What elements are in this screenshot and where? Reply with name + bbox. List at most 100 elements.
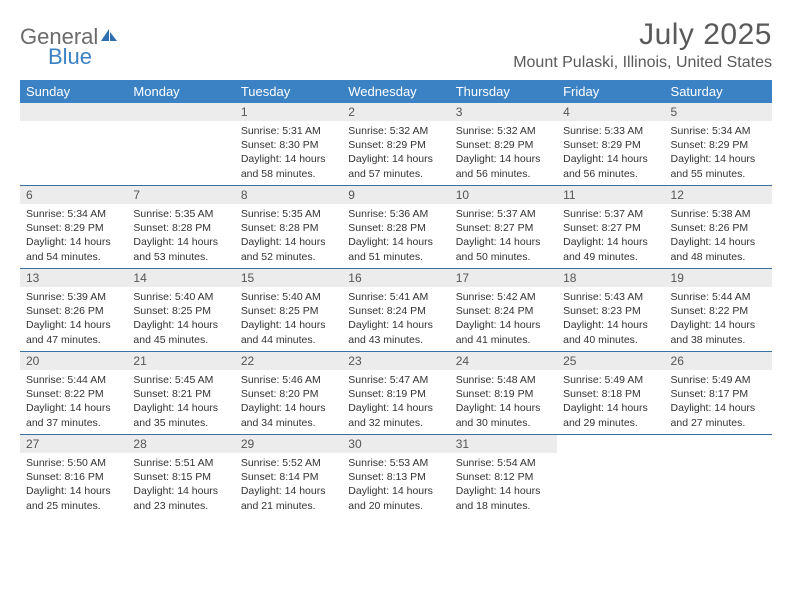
day-number: 15 <box>235 269 342 287</box>
day-details: Sunrise: 5:38 AMSunset: 8:26 PMDaylight:… <box>665 204 772 268</box>
calendar-day-cell: 30Sunrise: 5:53 AMSunset: 8:13 PMDayligh… <box>342 435 449 517</box>
day-number: 17 <box>450 269 557 287</box>
calendar-day-cell: 9Sunrise: 5:36 AMSunset: 8:28 PMDaylight… <box>342 186 449 268</box>
brand-text-blue: Blue <box>48 44 92 70</box>
calendar-body: 1Sunrise: 5:31 AMSunset: 8:30 PMDaylight… <box>20 103 772 517</box>
location-text: Mount Pulaski, Illinois, United States <box>513 54 772 72</box>
calendar-week-row: 6Sunrise: 5:34 AMSunset: 8:29 PMDaylight… <box>20 186 772 269</box>
calendar-day-cell: 10Sunrise: 5:37 AMSunset: 8:27 PMDayligh… <box>450 186 557 268</box>
calendar-empty-cell <box>665 435 772 517</box>
calendar-empty-cell <box>557 435 664 517</box>
calendar-day-cell: 24Sunrise: 5:48 AMSunset: 8:19 PMDayligh… <box>450 352 557 434</box>
brand-sail-icon <box>100 28 120 47</box>
day-details: Sunrise: 5:53 AMSunset: 8:13 PMDaylight:… <box>342 453 449 517</box>
calendar-day-cell: 4Sunrise: 5:33 AMSunset: 8:29 PMDaylight… <box>557 103 664 185</box>
calendar-week-row: 1Sunrise: 5:31 AMSunset: 8:30 PMDaylight… <box>20 103 772 186</box>
day-details: Sunrise: 5:39 AMSunset: 8:26 PMDaylight:… <box>20 287 127 351</box>
calendar: SundayMondayTuesdayWednesdayThursdayFrid… <box>20 80 772 517</box>
calendar-day-cell: 17Sunrise: 5:42 AMSunset: 8:24 PMDayligh… <box>450 269 557 351</box>
weekday-header: Wednesday <box>342 80 449 103</box>
month-title: July 2025 <box>513 18 772 52</box>
calendar-day-cell: 26Sunrise: 5:49 AMSunset: 8:17 PMDayligh… <box>665 352 772 434</box>
day-details: Sunrise: 5:51 AMSunset: 8:15 PMDaylight:… <box>127 453 234 517</box>
calendar-week-row: 20Sunrise: 5:44 AMSunset: 8:22 PMDayligh… <box>20 352 772 435</box>
calendar-day-cell: 19Sunrise: 5:44 AMSunset: 8:22 PMDayligh… <box>665 269 772 351</box>
day-details: Sunrise: 5:41 AMSunset: 8:24 PMDaylight:… <box>342 287 449 351</box>
day-number: 1 <box>235 103 342 121</box>
day-details: Sunrise: 5:52 AMSunset: 8:14 PMDaylight:… <box>235 453 342 517</box>
calendar-day-cell: 6Sunrise: 5:34 AMSunset: 8:29 PMDaylight… <box>20 186 127 268</box>
calendar-day-cell: 25Sunrise: 5:49 AMSunset: 8:18 PMDayligh… <box>557 352 664 434</box>
day-details: Sunrise: 5:44 AMSunset: 8:22 PMDaylight:… <box>20 370 127 434</box>
weekday-header: Friday <box>557 80 664 103</box>
day-details: Sunrise: 5:44 AMSunset: 8:22 PMDaylight:… <box>665 287 772 351</box>
weekday-header: Thursday <box>450 80 557 103</box>
calendar-day-cell: 21Sunrise: 5:45 AMSunset: 8:21 PMDayligh… <box>127 352 234 434</box>
day-details: Sunrise: 5:50 AMSunset: 8:16 PMDaylight:… <box>20 453 127 517</box>
calendar-day-cell: 14Sunrise: 5:40 AMSunset: 8:25 PMDayligh… <box>127 269 234 351</box>
calendar-day-cell: 11Sunrise: 5:37 AMSunset: 8:27 PMDayligh… <box>557 186 664 268</box>
day-details: Sunrise: 5:49 AMSunset: 8:17 PMDaylight:… <box>665 370 772 434</box>
calendar-day-cell: 5Sunrise: 5:34 AMSunset: 8:29 PMDaylight… <box>665 103 772 185</box>
day-number: 6 <box>20 186 127 204</box>
title-block: July 2025 Mount Pulaski, Illinois, Unite… <box>513 18 772 72</box>
day-number: 21 <box>127 352 234 370</box>
day-details: Sunrise: 5:49 AMSunset: 8:18 PMDaylight:… <box>557 370 664 434</box>
calendar-day-cell: 22Sunrise: 5:46 AMSunset: 8:20 PMDayligh… <box>235 352 342 434</box>
day-details: Sunrise: 5:42 AMSunset: 8:24 PMDaylight:… <box>450 287 557 351</box>
calendar-empty-cell <box>20 103 127 185</box>
calendar-empty-cell <box>127 103 234 185</box>
calendar-day-cell: 18Sunrise: 5:43 AMSunset: 8:23 PMDayligh… <box>557 269 664 351</box>
calendar-day-cell: 3Sunrise: 5:32 AMSunset: 8:29 PMDaylight… <box>450 103 557 185</box>
day-details: Sunrise: 5:35 AMSunset: 8:28 PMDaylight:… <box>235 204 342 268</box>
day-details: Sunrise: 5:40 AMSunset: 8:25 PMDaylight:… <box>127 287 234 351</box>
brand-logo: GeneralBlue <box>20 18 120 70</box>
day-details: Sunrise: 5:47 AMSunset: 8:19 PMDaylight:… <box>342 370 449 434</box>
day-number: 5 <box>665 103 772 121</box>
day-details: Sunrise: 5:37 AMSunset: 8:27 PMDaylight:… <box>450 204 557 268</box>
day-number: 20 <box>20 352 127 370</box>
calendar-header-row: SundayMondayTuesdayWednesdayThursdayFrid… <box>20 80 772 103</box>
day-number: 12 <box>665 186 772 204</box>
day-number: 18 <box>557 269 664 287</box>
day-number: 28 <box>127 435 234 453</box>
day-number: 27 <box>20 435 127 453</box>
calendar-day-cell: 1Sunrise: 5:31 AMSunset: 8:30 PMDaylight… <box>235 103 342 185</box>
calendar-day-cell: 20Sunrise: 5:44 AMSunset: 8:22 PMDayligh… <box>20 352 127 434</box>
day-number: 24 <box>450 352 557 370</box>
empty-day-bar <box>127 103 234 121</box>
day-number: 14 <box>127 269 234 287</box>
calendar-day-cell: 2Sunrise: 5:32 AMSunset: 8:29 PMDaylight… <box>342 103 449 185</box>
calendar-day-cell: 7Sunrise: 5:35 AMSunset: 8:28 PMDaylight… <box>127 186 234 268</box>
calendar-day-cell: 8Sunrise: 5:35 AMSunset: 8:28 PMDaylight… <box>235 186 342 268</box>
day-number: 8 <box>235 186 342 204</box>
calendar-day-cell: 23Sunrise: 5:47 AMSunset: 8:19 PMDayligh… <box>342 352 449 434</box>
day-details: Sunrise: 5:33 AMSunset: 8:29 PMDaylight:… <box>557 121 664 185</box>
day-number: 3 <box>450 103 557 121</box>
day-details: Sunrise: 5:32 AMSunset: 8:29 PMDaylight:… <box>342 121 449 185</box>
day-number: 23 <box>342 352 449 370</box>
day-number: 30 <box>342 435 449 453</box>
day-details: Sunrise: 5:37 AMSunset: 8:27 PMDaylight:… <box>557 204 664 268</box>
weekday-header: Monday <box>127 80 234 103</box>
day-number: 9 <box>342 186 449 204</box>
day-number: 19 <box>665 269 772 287</box>
day-number: 7 <box>127 186 234 204</box>
calendar-day-cell: 27Sunrise: 5:50 AMSunset: 8:16 PMDayligh… <box>20 435 127 517</box>
day-details: Sunrise: 5:31 AMSunset: 8:30 PMDaylight:… <box>235 121 342 185</box>
day-number: 2 <box>342 103 449 121</box>
calendar-day-cell: 31Sunrise: 5:54 AMSunset: 8:12 PMDayligh… <box>450 435 557 517</box>
calendar-day-cell: 28Sunrise: 5:51 AMSunset: 8:15 PMDayligh… <box>127 435 234 517</box>
day-details: Sunrise: 5:34 AMSunset: 8:29 PMDaylight:… <box>20 204 127 268</box>
day-number: 4 <box>557 103 664 121</box>
day-details: Sunrise: 5:36 AMSunset: 8:28 PMDaylight:… <box>342 204 449 268</box>
day-number: 10 <box>450 186 557 204</box>
day-details: Sunrise: 5:48 AMSunset: 8:19 PMDaylight:… <box>450 370 557 434</box>
day-details: Sunrise: 5:32 AMSunset: 8:29 PMDaylight:… <box>450 121 557 185</box>
empty-day-bar <box>20 103 127 121</box>
day-details: Sunrise: 5:35 AMSunset: 8:28 PMDaylight:… <box>127 204 234 268</box>
page-header: GeneralBlue July 2025 Mount Pulaski, Ill… <box>20 18 772 72</box>
day-number: 22 <box>235 352 342 370</box>
calendar-day-cell: 12Sunrise: 5:38 AMSunset: 8:26 PMDayligh… <box>665 186 772 268</box>
day-details: Sunrise: 5:45 AMSunset: 8:21 PMDaylight:… <box>127 370 234 434</box>
